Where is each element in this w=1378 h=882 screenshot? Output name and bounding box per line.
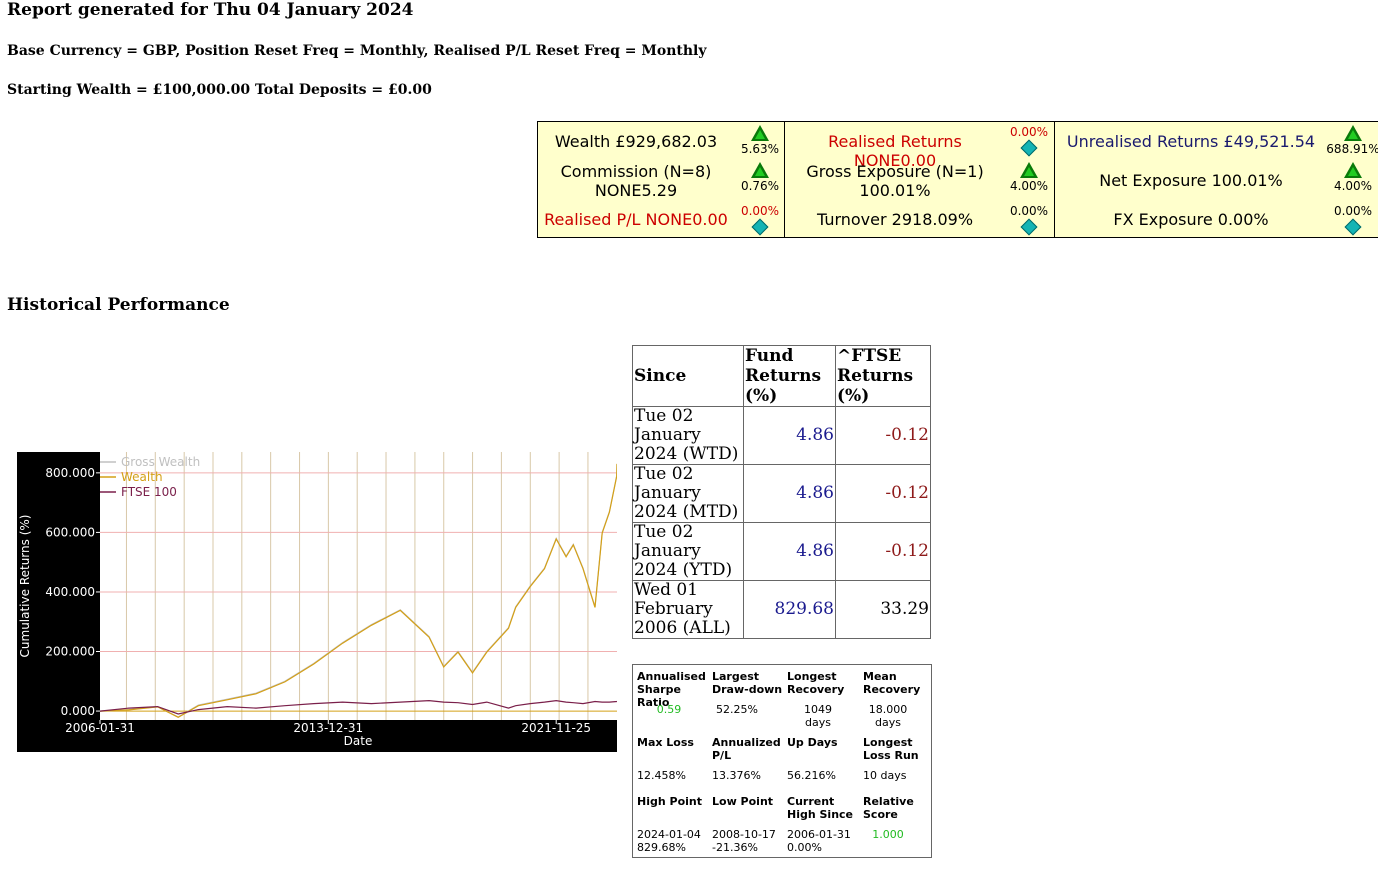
stat-label: Relative Score — [863, 795, 914, 821]
stat-label: Annualised Sharpe Ratio — [637, 670, 706, 709]
wealth-label: Wealth £929,682.03 — [554, 132, 718, 151]
realised-returns-label: Realised Returns NONE0.00 — [828, 132, 962, 170]
stat-value: 1.000 — [872, 828, 904, 841]
legend-label: Gross Wealth — [121, 455, 200, 469]
wealth-pct: 5.63% — [740, 142, 780, 156]
legend-label: FTSE 100 — [121, 485, 177, 499]
ftse-return-cell: -0.12 — [835, 522, 931, 581]
ftse-return-cell: 33.29 — [835, 580, 931, 639]
fund-return-cell: 4.86 — [743, 406, 836, 465]
fund-return-cell: 4.86 — [743, 464, 836, 523]
fx-exposure-label: FX Exposure 0.00% — [1113, 210, 1269, 229]
returns-table: Since Fund Returns (%) ^FTSE Returns (%)… — [632, 345, 931, 639]
header-since: Since — [632, 345, 744, 407]
y-tick-label: 0.000 — [61, 704, 95, 718]
legend-label: Wealth — [121, 470, 163, 484]
up-arrow-icon — [1344, 125, 1362, 141]
stat-label: Longest Loss Run — [863, 736, 919, 762]
x-tick-label: 2013-12-31 — [293, 721, 363, 735]
stat-value: 0.59 — [656, 703, 682, 716]
diamond-icon — [1020, 139, 1038, 157]
table-row: Wed 01 February 2006 (ALL) 829.68 33.29 — [632, 580, 931, 639]
x-axis-label: Date — [344, 734, 373, 748]
realised-pl-pct: 0.00% — [740, 204, 780, 218]
up-arrow-icon — [1344, 162, 1362, 178]
commission-label: Commission (N=8) — [560, 162, 712, 181]
stat-label: Current High Since — [787, 795, 854, 821]
since-cell: Wed 01 February 2006 (ALL) — [632, 580, 744, 639]
diamond-icon — [1344, 218, 1362, 236]
stat-value: 2008-10-17 -21.36% — [712, 828, 776, 854]
header-ftse-returns: ^FTSE Returns (%) — [835, 345, 931, 407]
x-tick-label: 2006-01-31 — [65, 721, 135, 735]
gross-exposure-label: Gross Exposure (N=1) — [806, 162, 984, 181]
diamond-icon — [751, 218, 769, 236]
starting-wealth: Starting Wealth = £100,000.00 Total Depo… — [7, 82, 432, 98]
stat-label: Longest Recovery — [787, 670, 845, 696]
fund-return-cell: 829.68 — [743, 580, 836, 639]
up-arrow-icon — [1020, 162, 1038, 178]
y-tick-label: 800.000 — [45, 466, 95, 480]
turnover-pct: 0.00% — [1009, 204, 1049, 218]
gross-exposure-pct: 4.00% — [1009, 179, 1049, 193]
realised-pl-label: Realised P/L NONE0.00 — [544, 210, 728, 229]
ftse-return-cell: -0.12 — [835, 464, 931, 523]
stat-label: Low Point — [712, 795, 774, 808]
commission-pct: 0.76% — [740, 179, 780, 193]
header-fund-returns: Fund Returns (%) — [743, 345, 836, 407]
stat-label: Max Loss — [637, 736, 694, 749]
stat-value: 1049 days — [804, 703, 832, 729]
report-title: Report generated for Thu 04 January 2024 — [7, 0, 414, 20]
table-row: Tue 02 January 2024 (YTD) 4.86 -0.12 — [632, 522, 931, 581]
gross-exposure-value: 100.01% — [859, 181, 931, 200]
net-exposure-pct: 4.00% — [1333, 179, 1373, 193]
x-tick-label: 2021-11-25 — [521, 721, 591, 735]
stat-value: 56.216% — [787, 769, 836, 782]
y-tick-label: 400.000 — [45, 585, 95, 599]
unrealised-returns-pct: 688.91% — [1326, 142, 1378, 156]
unrealised-returns-label: Unrealised Returns £49,521.54 — [1066, 132, 1316, 151]
up-arrow-icon — [751, 162, 769, 178]
performance-stats: Annualised Sharpe Ratio Largest Draw-dow… — [632, 664, 932, 858]
stat-value: 18.000 days — [868, 703, 908, 729]
realised-returns-pct: 0.00% — [1009, 125, 1049, 139]
stat-value: 13.376% — [712, 769, 761, 782]
since-cell: Tue 02 January 2024 (MTD) — [632, 464, 744, 523]
summary-box-exposure: Realised Returns NONE0.00 0.00% Gross Ex… — [784, 121, 1055, 238]
returns-table-header: Since Fund Returns (%) ^FTSE Returns (%) — [632, 345, 931, 407]
summary-box-returns: Unrealised Returns £49,521.54 688.91% Ne… — [1054, 121, 1378, 238]
historical-heading: Historical Performance — [7, 295, 230, 315]
since-cell: Tue 02 January 2024 (YTD) — [632, 522, 744, 581]
fund-return-cell: 4.86 — [743, 522, 836, 581]
series-line — [99, 463, 617, 718]
up-arrow-icon — [751, 125, 769, 141]
commission-value: NONE5.29 — [594, 181, 678, 200]
stat-value: 2024-01-04 829.68% — [637, 828, 701, 854]
summary-box-wealth: Wealth £929,682.03 5.63% Commission (N=8… — [537, 121, 785, 238]
stat-value: 12.458% — [637, 769, 686, 782]
plot-area — [100, 452, 617, 720]
fx-exposure-pct: 0.00% — [1333, 204, 1373, 218]
series-line — [99, 699, 617, 715]
stat-label: High Point — [637, 795, 702, 808]
turnover-label: Turnover 2918.09% — [816, 210, 974, 229]
diamond-icon — [1020, 218, 1038, 236]
y-axis-label: Cumulative Returns (%) — [18, 515, 32, 658]
y-tick-label: 200.000 — [45, 645, 95, 659]
net-exposure-label: Net Exposure 100.01% — [1099, 171, 1283, 190]
since-cell: Tue 02 January 2024 (WTD) — [632, 406, 744, 465]
stat-label: Mean Recovery — [863, 670, 921, 696]
stat-value: 2006-01-31 0.00% — [787, 828, 851, 854]
table-row: Tue 02 January 2024 (MTD) 4.86 -0.12 — [632, 464, 931, 523]
stat-label: Largest Draw-down — [712, 670, 783, 696]
stat-value: 10 days — [863, 769, 907, 782]
stat-label: Up Days — [787, 736, 838, 749]
report-settings: Base Currency = GBP, Position Reset Freq… — [7, 43, 707, 59]
stat-value: 52.25% — [716, 703, 758, 716]
table-row: Tue 02 January 2024 (WTD) 4.86 -0.12 — [632, 406, 931, 465]
ftse-return-cell: -0.12 — [835, 406, 931, 465]
stat-label: Annualized P/L — [712, 736, 781, 762]
cumulative-returns-chart: 0.000 200.000 400.000 600.000 800.000 2006-0… — [17, 452, 617, 752]
y-tick-label: 600.000 — [45, 525, 95, 539]
